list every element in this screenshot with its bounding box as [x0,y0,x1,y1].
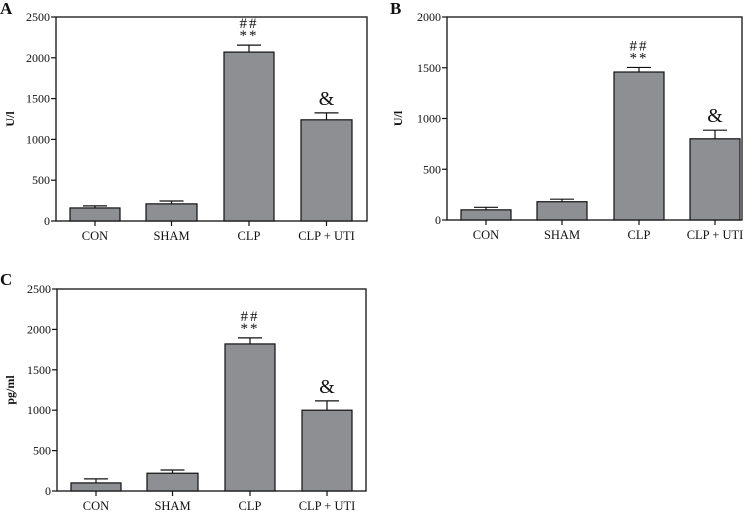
panel-letter: C [0,270,12,289]
significance-stars: ** [241,321,260,337]
bar [301,409,353,492]
y-tick-label: 500 [423,162,441,176]
y-tick-label: 2000 [27,322,51,336]
y-tick-label: 2000 [26,51,50,65]
panel-letter: B [390,0,401,18]
y-tick-label: 2500 [27,282,51,296]
plot-frame [56,288,367,492]
x-category-label: CLP + UTI [298,229,355,243]
significance-hash: ## [241,309,260,325]
x-category-label: SHAM [154,499,190,512]
x-category-label: CLP [239,499,262,512]
significance-hash: ## [630,38,649,54]
y-tick-label: 1500 [26,92,50,106]
bar [300,119,353,222]
y-tick-label: 2000 [417,10,441,24]
significance-stars: ** [240,28,259,44]
y-tick-label: 2500 [26,10,50,24]
y-tick-label: 1500 [417,61,441,75]
bar [146,472,199,492]
significance-hash: ## [240,16,259,32]
y-tick-label: 500 [32,173,50,187]
x-category-label: CON [473,228,499,242]
panel-a: A 0 500 1000 1500 2000 2500 U/l CON SHAM CLP ##** C… [0,0,368,243]
y-tick-label: 0 [44,214,50,228]
x-category-label: SHAM [153,229,189,243]
panel-c: C 0 500 1000 1500 2000 2500 pg/ml CON SHAM CLP ##*… [0,270,367,512]
bar [536,201,588,221]
bar [224,343,276,492]
y-tick-label: 500 [33,444,51,458]
y-axis-label: pg/ml [3,375,17,405]
bar [69,207,121,222]
y-axis-label: U/l [3,111,17,127]
bar [460,209,512,221]
y-axis-label: U/l [391,110,405,126]
x-category-label: CON [82,229,108,243]
y-tick-label: 1500 [27,363,51,377]
plot-frame [55,16,368,222]
panel-b: B 0 500 1000 1500 2000 U/l CON SHAM CLP ##** CLP +… [390,0,743,242]
y-tick-label: 0 [435,213,441,227]
y-tick-label: 1000 [27,403,51,417]
x-category-label: CLP + UTI [299,499,356,512]
significance-ampersand: & [319,88,335,110]
x-category-label: CLP [238,229,261,243]
x-category-label: CLP [628,228,651,242]
significance-stars: ** [630,50,649,66]
y-tick-label: 0 [45,484,51,498]
x-category-label: CLP + UTI [687,228,744,242]
bar [689,138,741,221]
significance-ampersand: & [319,376,335,398]
x-category-label: CON [83,499,109,512]
bar [223,51,275,222]
x-category-label: SHAM [544,228,580,242]
y-tick-label: 1000 [417,112,441,126]
bar [613,71,665,221]
y-tick-label: 1000 [26,132,50,146]
panel-letter: A [0,0,13,18]
bar [70,482,122,492]
significance-ampersand: & [707,105,723,127]
bar [145,203,198,222]
